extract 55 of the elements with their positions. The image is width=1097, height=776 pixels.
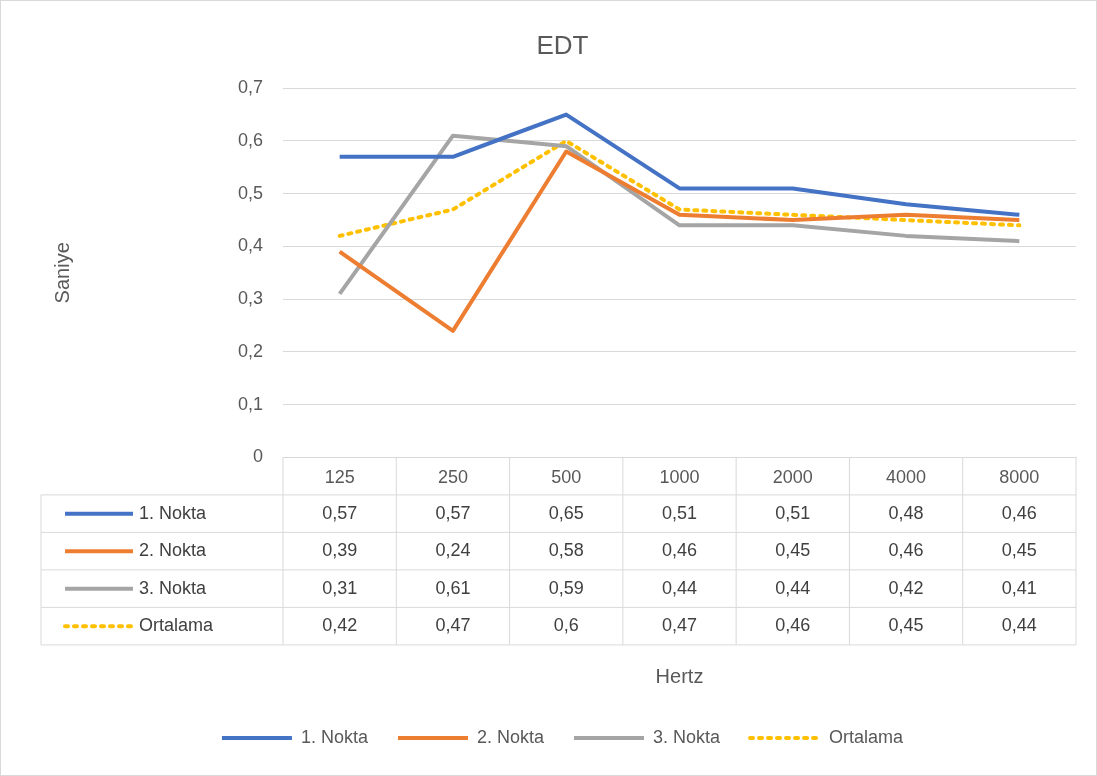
data-label: 0,47 <box>661 615 698 636</box>
data-label: 0,45 <box>775 540 811 561</box>
legend-label: 1. Nokta <box>139 502 208 523</box>
data-label: 0,46 <box>775 615 811 636</box>
y-tick-label: 0,2 <box>237 340 263 361</box>
y-tick-label: 0,1 <box>237 393 263 414</box>
y-tick-label: 0,5 <box>237 182 263 203</box>
x-tick-label: 250 <box>437 467 468 488</box>
text: 1. Nokta <box>300 726 368 747</box>
legend-label: Ortalama <box>139 615 215 636</box>
data-label: 0,39 <box>322 540 358 561</box>
data-label: 0,58 <box>548 540 584 561</box>
data-label: 0,46 <box>1001 502 1037 523</box>
text: Hertz <box>655 665 704 688</box>
data-label: 0,47 <box>435 615 471 636</box>
y-tick-label: 0,7 <box>237 77 263 98</box>
data-label: 0,51 <box>661 502 698 523</box>
data-label: 0,45 <box>888 615 924 636</box>
x-tick-label: 125 <box>324 467 355 488</box>
data-label: 0,6 <box>553 615 579 636</box>
y-tick-label: 0,3 <box>237 288 263 309</box>
data-label: 0,59 <box>548 577 584 598</box>
data-label: 0,57 <box>435 502 471 523</box>
data-label: 0,24 <box>435 540 471 561</box>
data-label: 0,45 <box>1001 540 1037 561</box>
x-tick-label: 4000 <box>886 467 927 488</box>
y-tick-label: 0,6 <box>237 129 263 150</box>
data-label: 0,44 <box>775 577 811 598</box>
data-label: 0,41 <box>1001 577 1037 598</box>
data-label: 0,44 <box>1001 615 1037 636</box>
text: 3. Nokta <box>653 726 721 747</box>
data-label: 0,46 <box>888 540 924 561</box>
line-series <box>337 138 1022 238</box>
data-label: 0,42 <box>322 615 358 636</box>
text: Saniye <box>50 242 73 304</box>
chart-title: EDT <box>536 29 589 60</box>
x-tick-label: 1000 <box>659 467 700 488</box>
x-tick-label: 8000 <box>999 467 1040 488</box>
data-label: 0,42 <box>888 577 924 598</box>
x-tick-label: 2000 <box>772 467 813 488</box>
y-tick-label: 0,4 <box>237 235 263 256</box>
x-tick-label: 500 <box>551 467 582 488</box>
data-label: 0,31 <box>322 577 358 598</box>
legend-label: 3. Nokta <box>139 577 208 598</box>
data-label: 0,61 <box>435 577 471 598</box>
data-label: 0,44 <box>661 577 698 598</box>
legend-label: 2. Nokta <box>139 540 208 561</box>
text: 2. Nokta <box>476 726 545 747</box>
data-label: 0,51 <box>775 502 811 523</box>
data-label: 0,48 <box>888 502 924 523</box>
data-label: 0,65 <box>548 502 584 523</box>
y-tick-label: 0 <box>252 446 263 467</box>
data-label: 0,57 <box>322 502 358 523</box>
text: Ortalama <box>829 726 904 747</box>
data-label: 0,46 <box>661 540 698 561</box>
